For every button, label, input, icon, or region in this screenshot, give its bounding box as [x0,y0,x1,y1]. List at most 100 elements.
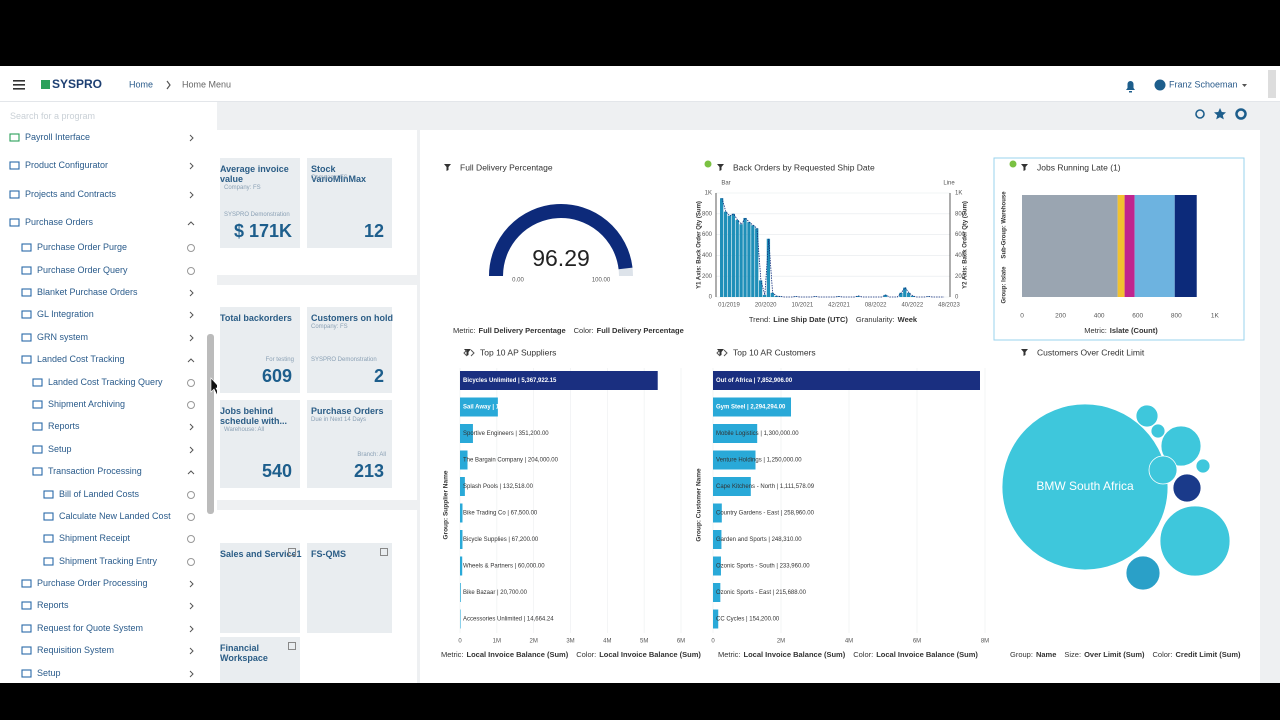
chart-footer: Metric: Full Delivery Percentage Color: Ful… [453,326,684,335]
item-icon [43,534,54,543]
chart-footer: Metric: Islate (Count) [1084,326,1158,335]
tile[interactable]: Sales and Service1 [220,543,302,633]
menu-item[interactable]: Reports [48,421,80,431]
gauge-label: 96.29 [532,245,590,271]
menu-item[interactable]: Calculate New Landed Cost [59,511,171,521]
x-tick-label: 200 [1055,313,1066,320]
bar [713,424,758,443]
x-tick-label: 1M [493,639,501,645]
item-icon [32,378,43,387]
menu-item[interactable]: Request for Quote System [37,623,144,633]
item-icon [32,467,43,476]
menu-item[interactable]: Purchase Order Purge [37,242,128,252]
menu-item[interactable]: Requisition System [37,645,115,655]
stack-segment [1117,195,1125,297]
menu-item[interactable]: Purchase Order Query [37,265,128,275]
item-icon [9,161,20,170]
menu-item[interactable]: Setup [48,444,72,454]
help-icon [187,513,195,521]
bar [460,556,463,576]
bar [747,222,751,297]
bar-label: Ozonic Sports - South | 233,960.00 [716,564,810,570]
stack-segment [1022,195,1118,297]
footer-value: Full Delivery Percentage [597,326,684,335]
footer-key: Metric: [718,650,741,659]
item-icon [9,190,20,199]
menu-item[interactable]: Transaction Processing [48,466,142,476]
chart-title: Back Orders by Requested Ship Date [733,162,875,172]
x-tick-label: 3M [566,639,574,645]
bubble [1172,473,1202,503]
tile[interactable]: Financial Workspace [220,637,300,683]
menu-item[interactable]: Payroll Interface [25,132,91,142]
menu-item[interactable]: GL Integration [37,309,94,319]
legend-entry: Line [943,181,955,187]
help-icon [187,535,195,543]
tile[interactable]: Stock VarioMinMax Company: FS 12 [307,158,392,248]
footer-key: Metric: [453,326,476,335]
item-icon [21,243,32,252]
y-axis-label: Group: Islate [1002,266,1008,304]
menu-item[interactable]: Bill of Landed Costs [59,489,140,499]
bar-label: The Bargain Company | 204,000.00 [463,458,559,464]
screen-border [0,683,1280,720]
menu-item[interactable]: Product Configurator [25,160,109,170]
menu-item[interactable]: Landed Cost Tracking Query [48,377,163,387]
tile-note: SYSPRO Demonstration [311,357,377,363]
bar [755,228,759,297]
breadcrumb: Home [129,79,153,89]
menu-item[interactable]: Landed Cost Tracking [37,354,125,364]
tile[interactable]: Jobs behind schedule with... Warehouse: A… [220,400,300,488]
bar [720,198,724,297]
menu-item[interactable]: Purchase Orders [25,217,94,227]
bar [727,215,732,297]
sidebar: Search for a program Payroll Interface Pro… [0,102,217,683]
tile[interactable]: Customers on hold Company: FS SYSPRO Demon… [307,307,393,393]
bar [713,450,756,470]
tile-note: SYSPRO Demonstration [224,212,290,218]
x-tick-label: 40/2022 [901,303,923,309]
expand-chevron [189,580,194,588]
menu-item[interactable]: Reports [37,600,69,610]
bar [770,292,774,297]
cursor [210,377,217,396]
tile-note: Branch: All [357,452,386,458]
footer-key: Metric: [1084,326,1107,335]
tile-title: Sales and Service1 [220,549,302,559]
menu-item[interactable]: Shipment Archiving [48,399,126,409]
menu-item[interactable]: Projects and Contracts [25,189,117,199]
footer-value: Local Invoice Balance (Sum) [467,650,569,659]
menu-item[interactable]: Setup [37,668,61,678]
tile-title: Purchase Orders [311,406,384,416]
bar [751,225,755,297]
tile[interactable]: Average invoice value Company: FS SYSPRO D… [220,158,300,248]
bar [883,294,887,297]
bar [910,295,915,297]
x-tick-label: 20/2020 [755,303,777,309]
bar-label: Splash Pools | 132,518.00 [463,484,534,490]
toolbar [1195,108,1247,120]
menu-icon-bar [13,88,25,90]
tile[interactable]: Total backorders For testing 609 [220,307,300,393]
search-box[interactable]: Search for a program [10,111,96,121]
bubble [1150,423,1166,439]
menu-item[interactable]: Blanket Purchase Orders [37,287,138,297]
footer-value: Local Invoice Balance (Sum) [599,650,701,659]
item-icon [21,266,32,275]
tile[interactable]: FS-QMS [307,543,392,633]
y2-tick-label: 1K [955,191,962,197]
bar [713,477,751,496]
bar-label: Garden and Sports | 248,310.00 [716,537,802,543]
menu-item[interactable]: Shipment Tracking Entry [59,556,158,566]
chart-title: Customers Over Credit Limit [1037,347,1145,357]
menu-item[interactable]: Shipment Receipt [59,533,131,543]
tile[interactable]: Purchase Orders Due in Next 14 Days Branch… [307,400,392,488]
tile-subtitle: Company: FS [311,175,348,181]
breadcrumb: Home Menu [182,79,231,89]
menu-item[interactable]: GRN system [37,332,89,342]
y-axis-label: Group: Supplier Name [443,470,450,539]
x-tick-label: 600 [1132,313,1143,320]
bar [926,296,930,297]
menu-item[interactable]: Purchase Order Processing [37,578,148,588]
x-tick-label: 400 [1094,313,1105,320]
